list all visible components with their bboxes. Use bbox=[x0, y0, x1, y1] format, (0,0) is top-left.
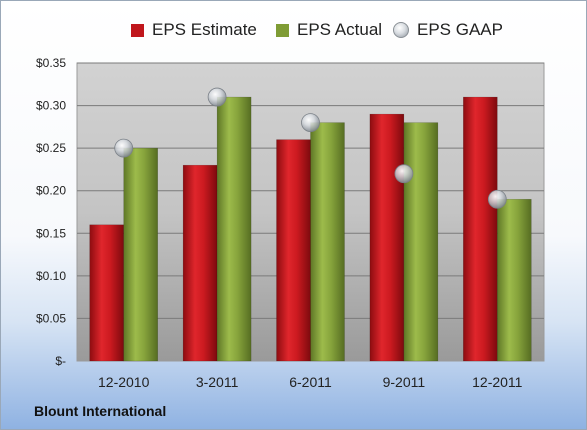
marker-eps-gaap bbox=[394, 164, 414, 184]
y-tick-label: $- bbox=[55, 354, 66, 368]
legend-swatch-eps-estimate bbox=[131, 23, 144, 37]
bar-eps-estimate bbox=[276, 139, 311, 362]
legend-label-eps-estimate: EPS Estimate bbox=[152, 20, 257, 39]
legend-label-eps-actual: EPS Actual bbox=[297, 20, 383, 39]
x-tick-label: 9-2011 bbox=[383, 374, 426, 390]
legend-label-eps-gaap: EPS GAAP bbox=[417, 20, 503, 39]
legend-swatch-eps-actual bbox=[276, 23, 289, 37]
x-axis-ticks: 12-2010 3-2011 6-2011 9-2011 12-2011 bbox=[98, 374, 523, 390]
bar-eps-actual bbox=[216, 96, 252, 362]
marker-eps-gaap bbox=[207, 87, 227, 107]
x-tick-label: 3-2011 bbox=[196, 374, 239, 390]
y-tick-label: $0.05 bbox=[36, 311, 66, 325]
y-axis-ticks: $- $0.05 $0.10 $0.15 $0.20 $0.25 $0.30 $0.35 bbox=[36, 56, 66, 368]
legend-item-eps-gaap: EPS GAAP bbox=[393, 15, 503, 45]
y-tick-label: $0.10 bbox=[36, 269, 66, 283]
bar-eps-actual bbox=[310, 122, 345, 362]
y-tick-label: $0.20 bbox=[36, 184, 66, 198]
y-tick-label: $0.30 bbox=[36, 99, 66, 113]
x-tick-label: 12-2010 bbox=[98, 374, 150, 390]
legend-item-eps-actual: EPS Actual bbox=[276, 15, 382, 45]
legend-item-eps-estimate: EPS Estimate bbox=[131, 15, 257, 45]
marker-eps-gaap bbox=[114, 138, 134, 158]
bar-eps-estimate bbox=[369, 113, 405, 362]
x-tick-label: 6-2011 bbox=[289, 374, 332, 390]
bar-eps-estimate bbox=[463, 96, 498, 362]
marker-eps-gaap bbox=[301, 113, 320, 132]
y-tick-label: $0.25 bbox=[36, 141, 66, 155]
bars bbox=[89, 96, 532, 362]
bar-eps-actual bbox=[123, 147, 158, 362]
x-tick-label: 12-2011 bbox=[472, 374, 523, 390]
legend: EPS Estimate EPS Actual EPS GAAP bbox=[1, 15, 586, 45]
y-tick-label: $0.15 bbox=[36, 226, 66, 240]
bar-eps-estimate bbox=[182, 164, 218, 362]
bar-eps-estimate bbox=[89, 224, 124, 362]
y-tick-label: $0.35 bbox=[36, 56, 66, 70]
bar-eps-actual bbox=[403, 122, 439, 362]
legend-marker-eps-gaap bbox=[393, 22, 409, 38]
company-name: Blount International bbox=[34, 403, 167, 419]
gaap-markers bbox=[114, 87, 507, 209]
bar-eps-actual bbox=[497, 198, 532, 362]
marker-eps-gaap bbox=[487, 189, 507, 209]
